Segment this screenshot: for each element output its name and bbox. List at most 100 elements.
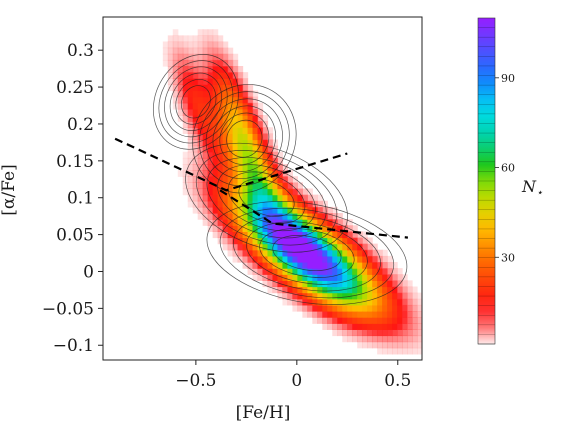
heatmap-cell <box>252 102 259 110</box>
heatmap-cell <box>322 304 328 312</box>
heatmap-cell <box>347 335 353 343</box>
heatmap-cell <box>417 347 422 355</box>
heatmap-cell <box>392 347 398 355</box>
heatmap-cell <box>187 72 194 79</box>
heatmap-cell <box>197 139 204 147</box>
heatmap-cell <box>217 90 224 98</box>
heatmap-cell <box>317 249 323 257</box>
heatmap-cell <box>347 255 353 263</box>
heatmap-cell <box>252 249 259 257</box>
heatmap-cell <box>322 311 328 318</box>
heatmap-cell <box>222 231 229 239</box>
heatmap-cell <box>292 243 298 251</box>
heatmap-cell <box>307 231 313 239</box>
heatmap-cell <box>347 262 353 269</box>
heatmap-cell <box>387 262 393 269</box>
heatmap-cell <box>257 213 264 220</box>
heatmap-cell <box>417 329 422 337</box>
heatmap-cell <box>312 206 318 214</box>
heatmap-cell <box>352 225 358 232</box>
heatmap-cell <box>202 53 209 61</box>
density-heatmap <box>162 29 422 355</box>
heatmap-cell <box>167 35 174 43</box>
heatmap-cell <box>322 206 328 214</box>
heatmap-cell <box>217 219 224 226</box>
heatmap-cell <box>212 194 219 202</box>
heatmap-cell <box>382 292 388 300</box>
heatmap-cell <box>247 164 254 171</box>
heatmap-cell <box>207 47 214 55</box>
heatmap-cell <box>382 262 388 269</box>
heatmap-cell <box>347 237 353 245</box>
heatmap-cell <box>382 311 388 318</box>
heatmap-cell <box>212 102 219 110</box>
heatmap-cell <box>202 78 209 85</box>
heatmap-cell <box>217 182 224 190</box>
heatmap-cell <box>242 176 249 183</box>
contour-line <box>198 91 290 187</box>
heatmap-cell <box>372 268 378 275</box>
heatmap-cell <box>317 194 323 202</box>
heatmap-cell <box>307 298 313 306</box>
heatmap-cell <box>222 151 229 159</box>
heatmap-cell <box>327 231 333 239</box>
heatmap-cell <box>272 249 279 257</box>
heatmap-cell <box>217 121 224 128</box>
heatmap-cell <box>177 96 184 104</box>
heatmap-cell <box>297 304 303 312</box>
heatmap-cell <box>322 323 328 330</box>
heatmap-cell <box>387 304 393 312</box>
heatmap-cell <box>237 121 244 128</box>
heatmap-cell <box>277 188 284 196</box>
heatmap-cell <box>212 219 219 226</box>
heatmap-cell <box>247 194 254 202</box>
heatmap-cell <box>242 115 249 122</box>
heatmap-cell <box>252 268 259 275</box>
heatmap-cell <box>282 274 289 281</box>
heatmap-cell <box>277 200 284 208</box>
heatmap-cell <box>322 255 328 263</box>
heatmap-cell <box>387 329 393 337</box>
heatmap-cell <box>182 170 189 177</box>
heatmap-cell <box>252 219 259 226</box>
heatmap-cell <box>287 237 293 245</box>
heatmap-cell <box>232 219 239 226</box>
heatmap-cell <box>162 41 169 49</box>
heatmap-cell <box>197 121 204 128</box>
heatmap-cell <box>227 102 234 110</box>
heatmap-cell <box>282 262 289 269</box>
heatmap-cell <box>177 170 184 177</box>
heatmap-cell <box>167 59 174 67</box>
heatmap-cell <box>187 151 194 159</box>
heatmap-cell <box>267 139 274 147</box>
heatmap-cell <box>352 231 358 239</box>
heatmap-cell <box>212 84 219 92</box>
heatmap-cell <box>237 127 244 134</box>
heatmap-cell <box>237 151 244 159</box>
heatmap-cell <box>237 90 244 98</box>
heatmap-cell <box>227 121 234 128</box>
heatmap-cell <box>377 286 383 294</box>
heatmap-cell <box>232 213 239 220</box>
heatmap-cell <box>197 200 204 208</box>
heatmap-cell <box>267 206 274 214</box>
contour-line <box>226 119 263 158</box>
heatmap-cell <box>327 298 333 306</box>
heatmap-cell <box>192 194 199 202</box>
heatmap-cell <box>272 188 279 196</box>
heatmap-cell <box>337 311 343 318</box>
heatmap-cell <box>272 286 279 294</box>
heatmap-cell <box>317 317 323 324</box>
heatmap-cell <box>417 304 422 312</box>
heatmap-cell <box>192 35 199 43</box>
heatmap-cell <box>377 249 383 257</box>
heatmap-cell <box>417 323 422 330</box>
heatmap-cell <box>362 311 368 318</box>
heatmap-cell <box>302 255 308 263</box>
y-tick-label: 0.15 <box>56 152 94 172</box>
heatmap-cell <box>282 200 289 208</box>
heatmap-cell <box>392 341 398 349</box>
heatmap-cell <box>222 182 229 190</box>
heatmap-cell <box>357 286 363 294</box>
heatmap-cell <box>232 84 239 92</box>
